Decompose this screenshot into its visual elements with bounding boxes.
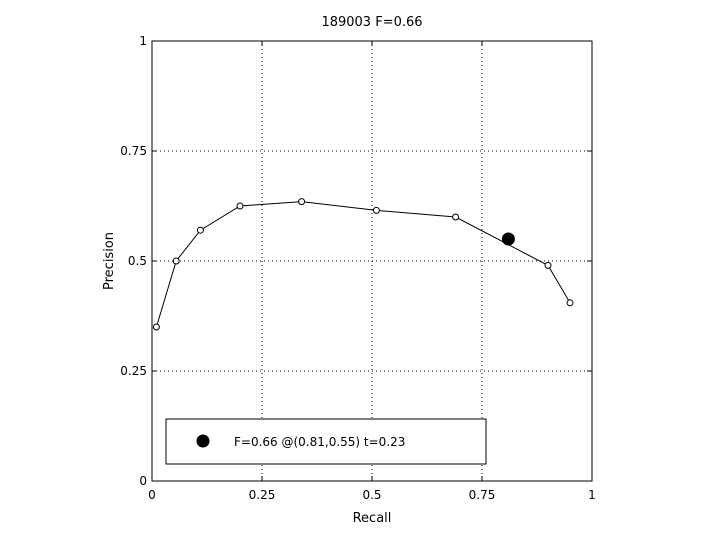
x-axis-label: Recall <box>353 511 392 526</box>
x-tick-label: 1 <box>588 488 596 502</box>
x-tick-labels: 0 0.25 0.5 0.75 1 <box>148 488 596 502</box>
chart-title: 189003 F=0.66 <box>321 15 422 30</box>
data-point <box>372 206 380 214</box>
y-tick-label: 0.75 <box>120 144 147 158</box>
grid-lines <box>152 41 592 481</box>
best-f-point <box>501 232 515 246</box>
data-point <box>544 261 552 269</box>
series-group <box>152 198 574 331</box>
x-tick-label: 0 <box>148 488 156 502</box>
legend: F=0.66 @(0.81,0.55) t=0.23 <box>165 418 487 465</box>
legend-marker <box>196 434 210 448</box>
data-point <box>196 226 204 234</box>
series-line <box>155 201 571 328</box>
y-tick-label: 1 <box>139 34 147 48</box>
x-tick-label: 0.25 <box>249 488 276 502</box>
legend-box <box>165 418 487 465</box>
y-tick-labels: 0 0.25 0.5 0.75 1 <box>120 34 147 488</box>
y-tick-label: 0 <box>139 474 147 488</box>
legend-label: F=0.66 @(0.81,0.55) t=0.23 <box>234 435 405 449</box>
y-tick-label: 0.5 <box>128 254 147 268</box>
axis-ticks <box>151 40 593 482</box>
data-point <box>452 213 460 221</box>
data-point <box>298 198 306 206</box>
y-tick-label: 0.25 <box>120 364 147 378</box>
data-point <box>152 323 160 331</box>
data-point <box>236 202 244 210</box>
data-point <box>566 299 574 307</box>
x-tick-label: 0.75 <box>469 488 496 502</box>
x-tick-label: 0.5 <box>362 488 381 502</box>
y-axis-label: Precision <box>102 232 117 290</box>
data-point <box>172 257 180 265</box>
